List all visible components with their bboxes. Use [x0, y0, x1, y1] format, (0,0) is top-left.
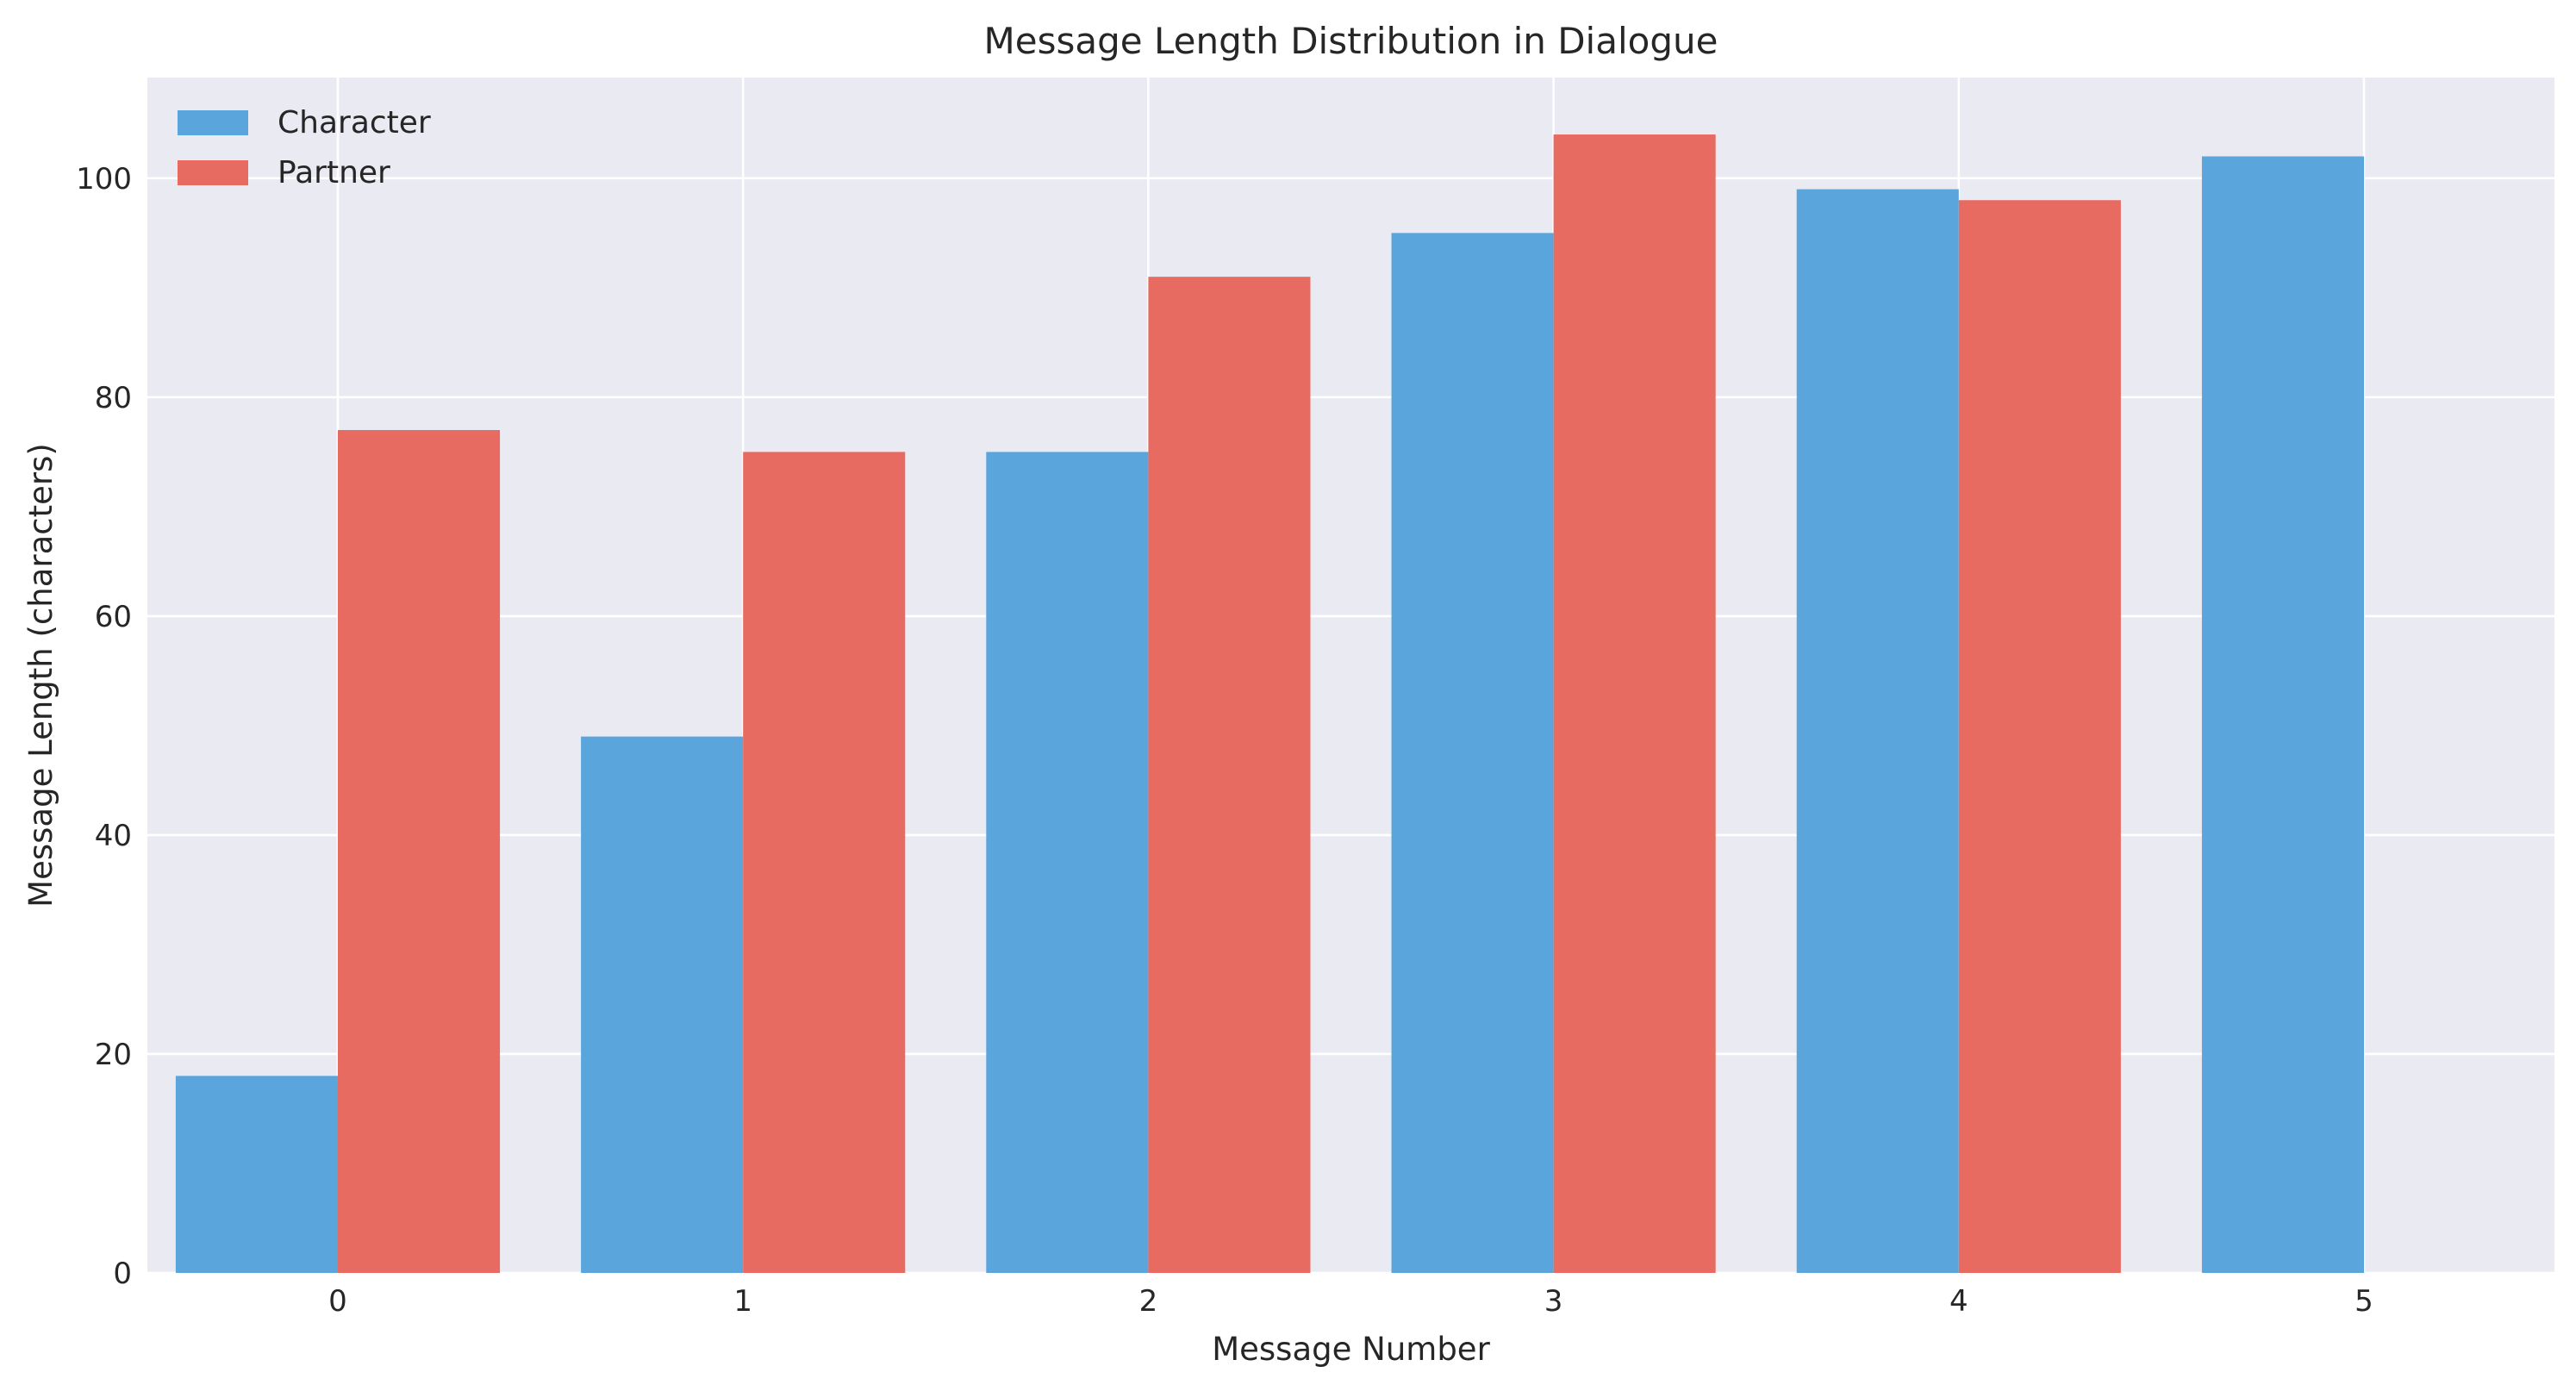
x-tick-label: 1 — [733, 1284, 752, 1319]
tick-labels: 0 1 2 3 4 5 0 20 40 60 80 100 — [76, 162, 2373, 1319]
bar-partner-2 — [1148, 277, 1311, 1274]
y-tick-label: 60 — [95, 600, 132, 634]
x-axis-label: Message Number — [1212, 1331, 1490, 1368]
y-tick-label: 0 — [113, 1257, 132, 1291]
chart-title: Message Length Distribution in Dialogue — [984, 20, 1718, 62]
y-axis-label: Message Length (characters) — [22, 443, 59, 908]
bar-character-2 — [986, 452, 1149, 1273]
x-tick-label: 4 — [1949, 1284, 1968, 1319]
bar-partner-0 — [337, 429, 501, 1273]
legend-swatch-character — [178, 110, 248, 135]
bar-partner-3 — [1553, 134, 1716, 1274]
x-tick-label: 2 — [1139, 1284, 1158, 1319]
y-tick-label: 100 — [76, 162, 132, 196]
x-tick-label: 3 — [1544, 1284, 1563, 1319]
legend-label-character: Character — [278, 105, 431, 140]
bar-partner-1 — [743, 452, 906, 1273]
x-tick-label: 5 — [2355, 1284, 2373, 1319]
legend: Character Partner — [178, 105, 431, 190]
x-tick-label: 0 — [328, 1284, 347, 1319]
y-tick-label: 20 — [95, 1038, 132, 1072]
bars — [175, 134, 2365, 1274]
y-tick-label: 40 — [95, 819, 132, 853]
bar-character-5 — [2201, 156, 2365, 1273]
legend-swatch-partner — [178, 160, 248, 185]
bar-character-1 — [581, 736, 744, 1273]
plot-background — [147, 78, 2554, 1273]
y-tick-label: 80 — [95, 381, 132, 415]
legend-label-partner: Partner — [278, 155, 390, 190]
bar-character-0 — [175, 1076, 338, 1273]
bar-character-3 — [1391, 233, 1554, 1273]
bar-partner-4 — [1958, 200, 2121, 1274]
bar-character-4 — [1796, 189, 1959, 1274]
